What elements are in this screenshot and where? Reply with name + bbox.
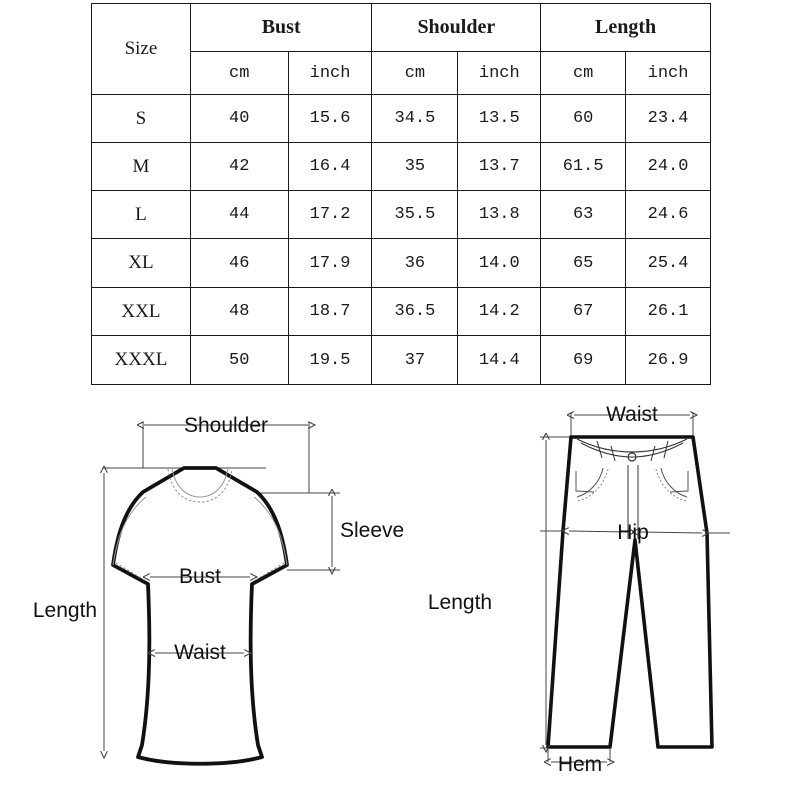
svg-text:Waist: Waist <box>606 403 658 426</box>
svg-text:Hem: Hem <box>558 753 602 776</box>
svg-text:Sleeve: Sleeve <box>340 519 404 542</box>
svg-text:Shoulder: Shoulder <box>184 414 268 437</box>
svg-text:Hip: Hip <box>617 521 649 544</box>
svg-text:Waist: Waist <box>174 641 226 664</box>
svg-text:Length: Length <box>428 591 492 614</box>
svg-text:Bust: Bust <box>179 565 221 588</box>
svg-text:Length: Length <box>33 599 97 622</box>
